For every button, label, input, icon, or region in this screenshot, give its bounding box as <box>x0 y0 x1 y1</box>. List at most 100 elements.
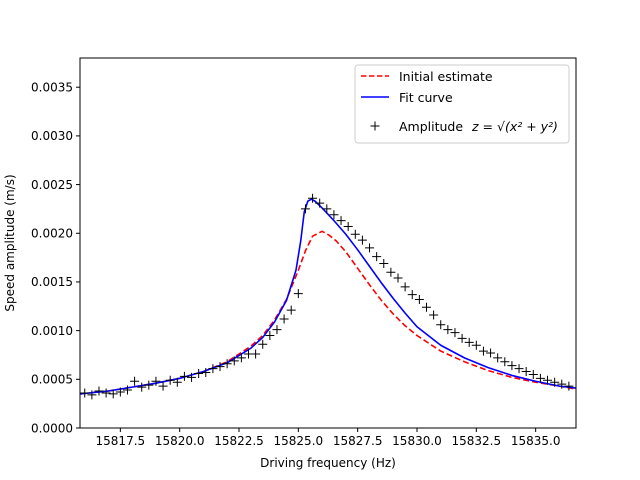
legend: Initial estimate Fit curve Amplitude z =… <box>354 64 570 144</box>
data-point <box>130 376 140 386</box>
data-point <box>493 353 503 363</box>
data-point <box>550 377 560 387</box>
data-point <box>322 204 332 214</box>
y-tick-label: 0.0030 <box>31 129 73 143</box>
data-point <box>500 357 510 367</box>
y-tick-label: 0.0020 <box>31 227 73 241</box>
x-tick-label: 15830.0 <box>392 434 442 448</box>
data-point <box>229 356 239 366</box>
data-point <box>543 375 553 385</box>
x-tick-label: 15822.5 <box>214 434 264 448</box>
y-tick-label: 0.0010 <box>31 324 73 338</box>
data-point <box>308 193 318 203</box>
legend-label-amplitude: Amplitude <box>399 119 463 134</box>
plot-frame <box>79 57 577 429</box>
legend-swatch-amplitude <box>370 121 380 131</box>
data-point <box>450 328 460 338</box>
data-point <box>528 369 538 379</box>
data-point <box>208 364 218 374</box>
data-point <box>343 221 353 231</box>
data-point <box>514 364 524 374</box>
data-point <box>393 273 403 283</box>
data-point <box>350 229 360 239</box>
data-point <box>187 372 197 382</box>
series-line-initial-estimate <box>80 230 576 395</box>
data-point <box>315 198 325 208</box>
x-tick-label: 15832.5 <box>452 434 502 448</box>
data-point <box>486 348 496 358</box>
data-point <box>478 346 488 356</box>
x-axis-label: Driving frequency (Hz) <box>260 456 396 470</box>
data-point <box>101 388 111 398</box>
data-point <box>357 235 367 245</box>
data-point <box>108 389 118 399</box>
data-point <box>115 387 125 397</box>
legend-box <box>354 64 570 144</box>
data-point <box>407 290 417 300</box>
data-point <box>87 390 97 400</box>
data-point <box>194 368 204 378</box>
x-tick-label: 15825.0 <box>274 434 324 448</box>
data-point <box>414 294 424 304</box>
data-point <box>236 353 246 363</box>
series-amplitude <box>80 193 574 400</box>
data-point <box>386 267 396 277</box>
legend-label-initial-estimate: Initial estimate <box>399 69 493 84</box>
data-point <box>329 210 339 220</box>
data-point <box>535 373 545 383</box>
data-point <box>293 289 303 299</box>
data-point <box>300 204 310 214</box>
data-point <box>400 282 410 292</box>
data-point <box>365 243 375 253</box>
data-point <box>457 333 467 343</box>
data-point <box>258 339 268 349</box>
data-point <box>80 388 90 398</box>
x-tick-label: 15820.0 <box>155 434 205 448</box>
data-point <box>564 381 574 391</box>
y-tick-label: 0.0000 <box>31 421 73 435</box>
y-axis-label: Speed amplitude (m/s) <box>3 174 17 311</box>
data-point <box>222 359 232 369</box>
data-point <box>201 368 211 377</box>
data-point <box>557 379 567 389</box>
legend-label-amplitude-formula: z = √(x² + y²) <box>471 119 558 134</box>
data-point <box>265 331 275 340</box>
data-point <box>429 310 439 320</box>
y-tick-label: 0.0035 <box>31 81 73 95</box>
data-point <box>144 380 154 390</box>
data-point <box>151 376 161 386</box>
y-tick-label: 0.0015 <box>31 275 73 289</box>
data-point <box>372 252 382 262</box>
data-point <box>286 305 296 315</box>
y-tick-label: 0.0005 <box>31 373 73 387</box>
data-point <box>521 367 531 377</box>
data-point <box>464 337 474 347</box>
x-tick-label: 15827.5 <box>333 434 383 448</box>
data-point <box>507 361 517 371</box>
data-point <box>272 325 282 335</box>
data-point <box>379 258 389 268</box>
data-point <box>251 349 261 359</box>
data-point <box>172 377 182 387</box>
data-point <box>279 314 289 324</box>
y-axis-ticks: 0.0000 0.0005 0.0010 0.0015 0.0020 0.0025 0.00… <box>31 81 80 435</box>
data-point <box>215 362 225 372</box>
data-point <box>436 320 446 330</box>
data-point <box>158 381 168 391</box>
data-point <box>94 386 104 396</box>
series-line-fit-curve <box>80 198 576 395</box>
data-point <box>165 375 175 385</box>
data-point <box>179 371 189 381</box>
data-point <box>443 325 453 335</box>
x-axis-ticks: 15817.5 15820.0 15822.5 15825.0 15827.5 15830… <box>96 428 561 448</box>
data-point <box>421 302 431 312</box>
legend-label-fit-curve: Fit curve <box>399 90 453 105</box>
x-tick-label: 15835.0 <box>511 434 561 448</box>
data-point <box>336 216 346 226</box>
y-tick-label: 0.0025 <box>31 178 73 192</box>
data-point <box>122 385 132 395</box>
x-tick-label: 15817.5 <box>96 434 146 448</box>
data-point <box>471 340 481 350</box>
data-point <box>137 382 147 392</box>
